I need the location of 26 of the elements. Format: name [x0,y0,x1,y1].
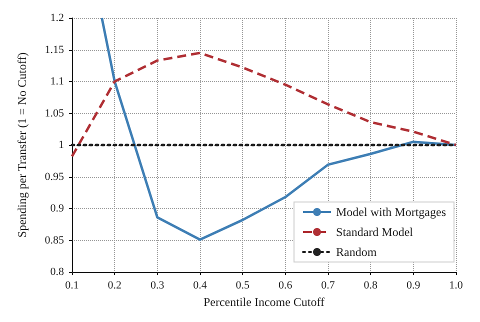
x-tick-label: 0.5 [236,280,250,292]
legend-label: Random [336,245,378,259]
legend-label: Standard Model [336,225,414,239]
x-tick-label: 0.7 [321,280,336,292]
x-tick-label: 0.3 [150,280,165,292]
y-tick-label: 0.9 [50,202,64,214]
y-tick-label: 1 [58,139,64,151]
x-tick-label: 1.0 [449,280,464,292]
x-tick-label: 0.8 [364,280,378,292]
y-tick-label: 1.05 [44,107,64,120]
y-tick-label: 1.1 [50,76,64,88]
legend-label: Model with Mortgages [336,205,446,219]
x-tick-label: 0.2 [108,280,122,292]
y-tick-label: 0.8 [50,266,64,278]
y-tick-label: 1.15 [44,44,64,56]
x-axis-title: Percentile Income Cutoff [203,294,325,309]
line-series [70,52,458,158]
x-tick-label: 0.4 [193,280,208,292]
line-series [100,16,458,241]
x-tick-label: 0.1 [65,280,79,292]
y-axis-title: Spending per Transfer (1 = No Cutoff) [15,52,29,238]
x-tick-label: 0.6 [278,280,293,292]
y-tick-label: 0.85 [44,234,64,246]
y-tick-label: 0.95 [44,170,64,183]
x-tick-label: 0.9 [406,280,421,292]
y-tick-label: 1.2 [50,12,64,24]
